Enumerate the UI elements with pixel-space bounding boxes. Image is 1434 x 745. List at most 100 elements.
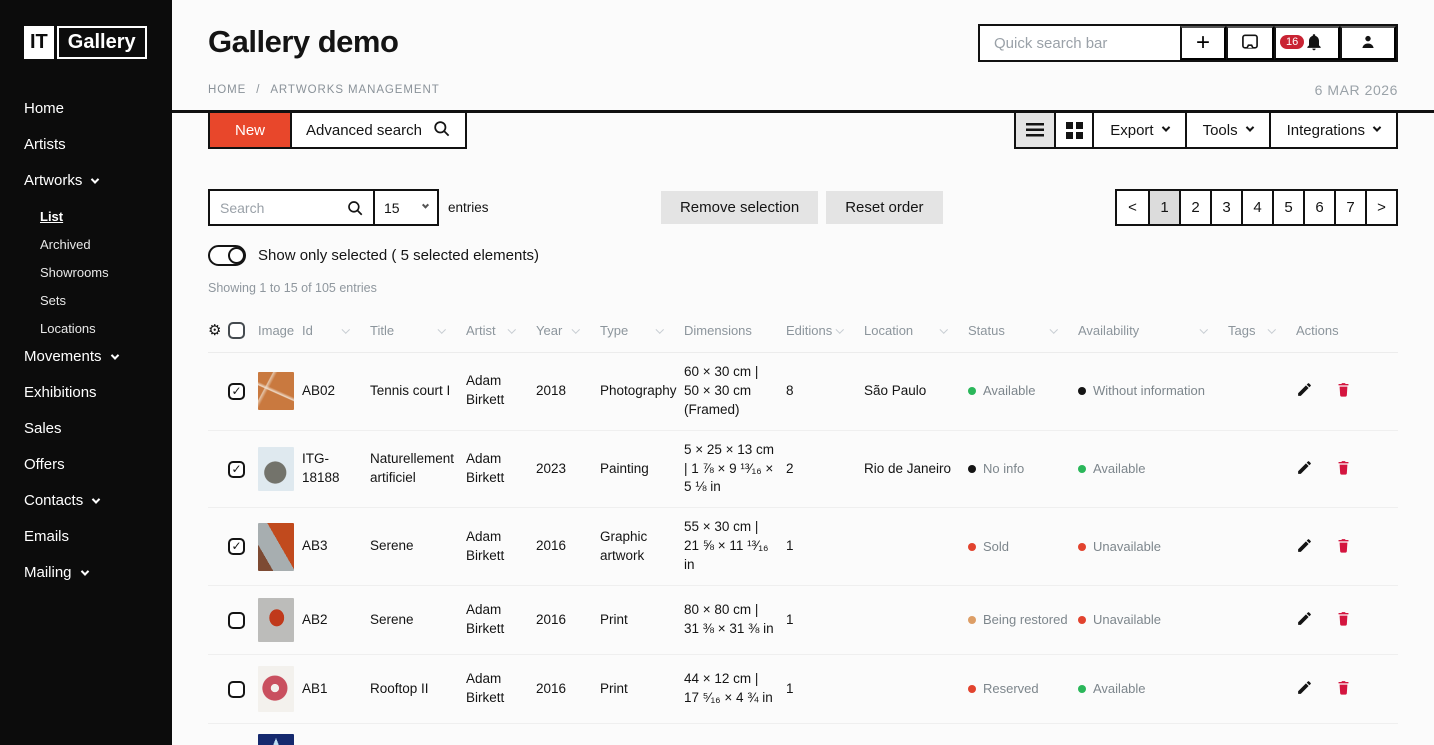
tennis-court-artwork-thumbnail[interactable] [258, 372, 294, 411]
table-search-group: 15 [208, 189, 439, 226]
sidebar-item-contacts[interactable]: Contacts [24, 492, 172, 509]
artwork-year: 2016 [536, 611, 567, 627]
inbox-button[interactable] [1226, 26, 1274, 60]
search-icon[interactable] [346, 191, 373, 224]
pagination-prev-button[interactable]: < [1116, 191, 1148, 224]
artwork-dimensions: 80 × 80 cm | 31 ⅜ × 31 ⅜ in [684, 602, 774, 637]
sidebar-item-mailing[interactable]: Mailing [24, 564, 172, 581]
sort-chevron-icon[interactable] [341, 325, 350, 333]
delete-button[interactable] [1335, 610, 1352, 630]
sidebar-item-movements[interactable]: Movements [24, 348, 172, 365]
column-header-type: Type [600, 323, 684, 338]
sidebar-item-artists[interactable]: Artists [24, 136, 172, 153]
pagination-page-4[interactable]: 4 [1240, 191, 1272, 224]
export-button[interactable]: Export [1092, 113, 1185, 147]
row-checkbox[interactable]: ✓ [228, 460, 245, 478]
delete-button[interactable] [1335, 537, 1352, 557]
sidebar-item-artworks[interactable]: Artworks [24, 172, 172, 189]
row-checkbox[interactable]: ✓ [228, 382, 245, 400]
sidebar-item-sets[interactable]: Sets [40, 293, 67, 308]
origami-fox-artwork-thumbnail[interactable] [258, 598, 294, 643]
column-header-id: Id [302, 323, 370, 338]
sort-chevron-icon[interactable] [1049, 325, 1058, 333]
select-all-checkbox[interactable] [228, 322, 245, 339]
table-header: ⚙ Image Id Title Artist Year Type Dimensions Ed… [208, 316, 1398, 353]
column-settings-button[interactable]: ⚙ [208, 323, 228, 338]
pagination-page-7[interactable]: 7 [1333, 191, 1365, 224]
list-view-button[interactable] [1016, 113, 1055, 147]
row-checkbox[interactable]: ✓ [228, 538, 245, 556]
edit-button[interactable] [1296, 537, 1313, 557]
integrations-button[interactable]: Integrations [1268, 113, 1396, 147]
new-button[interactable]: New [210, 113, 290, 147]
sort-chevron-icon[interactable] [571, 325, 580, 333]
sidebar-item-showrooms[interactable]: Showrooms [40, 265, 109, 280]
remove-selection-button[interactable]: Remove selection [660, 191, 819, 224]
pencil-icon [1296, 610, 1313, 630]
show-only-selected-label: Show only selected ( 5 selected elements… [258, 247, 539, 264]
tools-button[interactable]: Tools [1184, 113, 1269, 147]
sort-chevron-icon[interactable] [507, 325, 516, 333]
sidebar-item-emails[interactable]: Emails [24, 528, 172, 545]
indigo-artwork-thumbnail[interactable] [258, 734, 294, 745]
sidebar-item-offers[interactable]: Offers [24, 456, 172, 473]
pagination-page-2[interactable]: 2 [1178, 191, 1210, 224]
gear-icon: ⚙ [208, 322, 222, 339]
edit-button[interactable] [1296, 381, 1313, 401]
logo-gallery-mark: Gallery [56, 26, 147, 59]
pagination-page-3[interactable]: 3 [1209, 191, 1241, 224]
quick-search-group: + 16 [978, 24, 1398, 62]
edit-button[interactable] [1296, 679, 1313, 699]
row-checkbox[interactable] [228, 611, 245, 629]
trash-icon [1335, 679, 1352, 699]
sort-chevron-icon[interactable] [437, 325, 446, 333]
rock-artwork-thumbnail[interactable] [258, 447, 294, 491]
show-only-selected-toggle[interactable] [208, 245, 246, 266]
chevron-down-icon [1245, 122, 1254, 132]
page-size-select[interactable]: 15 [373, 191, 437, 224]
grid-view-button[interactable] [1054, 113, 1093, 147]
page-size-value: 15 [384, 199, 400, 216]
column-header-location: Location [864, 323, 968, 338]
sidebar-item-home[interactable]: Home [24, 100, 172, 117]
app-logo: IT Gallery [24, 26, 147, 59]
edit-button[interactable] [1296, 459, 1313, 479]
chevron-down-icon [1372, 122, 1382, 132]
sidebar-item-archived[interactable]: Archived [40, 237, 91, 252]
artwork-availability: Available [1078, 680, 1228, 698]
delete-button[interactable] [1335, 459, 1352, 479]
pagination-page-6[interactable]: 6 [1302, 191, 1334, 224]
trash-icon [1335, 381, 1352, 401]
sort-chevron-icon[interactable] [1199, 325, 1208, 333]
edit-button[interactable] [1296, 610, 1313, 630]
artwork-editions: 8 [786, 382, 794, 398]
quick-search-input[interactable] [980, 26, 1180, 60]
notifications-button[interactable]: 16 [1274, 26, 1340, 60]
sort-chevron-icon[interactable] [835, 325, 844, 333]
delete-button[interactable] [1335, 381, 1352, 401]
advanced-search-button[interactable]: Advanced search [290, 113, 465, 147]
sidebar-item-locations[interactable]: Locations [40, 321, 96, 336]
account-button[interactable] [1340, 26, 1396, 60]
abstract-painting-artwork-thumbnail[interactable] [258, 522, 294, 571]
pagination-next-button[interactable]: > [1364, 191, 1396, 224]
row-checkbox[interactable] [228, 680, 245, 698]
sort-chevron-icon[interactable] [655, 325, 664, 333]
artwork-image-cell [258, 447, 302, 491]
pagination-page-1[interactable]: 1 [1147, 191, 1179, 224]
add-button[interactable]: + [1180, 26, 1226, 60]
sidebar-item-list[interactable]: List [40, 209, 64, 224]
artwork-id: AB2 [302, 611, 328, 627]
search-input[interactable] [210, 191, 346, 224]
sort-chevron-icon[interactable] [1267, 325, 1276, 333]
top-row: Gallery demo + 16 [208, 0, 1398, 62]
reset-order-button[interactable]: Reset order [826, 191, 943, 224]
sidebar-item-exhibitions[interactable]: Exhibitions [24, 384, 172, 401]
sidebar-item-sales[interactable]: Sales [24, 420, 172, 437]
delete-button[interactable] [1335, 679, 1352, 699]
wreath-artwork-thumbnail[interactable] [258, 666, 294, 713]
breadcrumb-home-link[interactable]: HOME [208, 84, 247, 96]
pencil-icon [1296, 381, 1313, 401]
pagination-page-5[interactable]: 5 [1271, 191, 1303, 224]
sort-chevron-icon[interactable] [939, 325, 948, 333]
